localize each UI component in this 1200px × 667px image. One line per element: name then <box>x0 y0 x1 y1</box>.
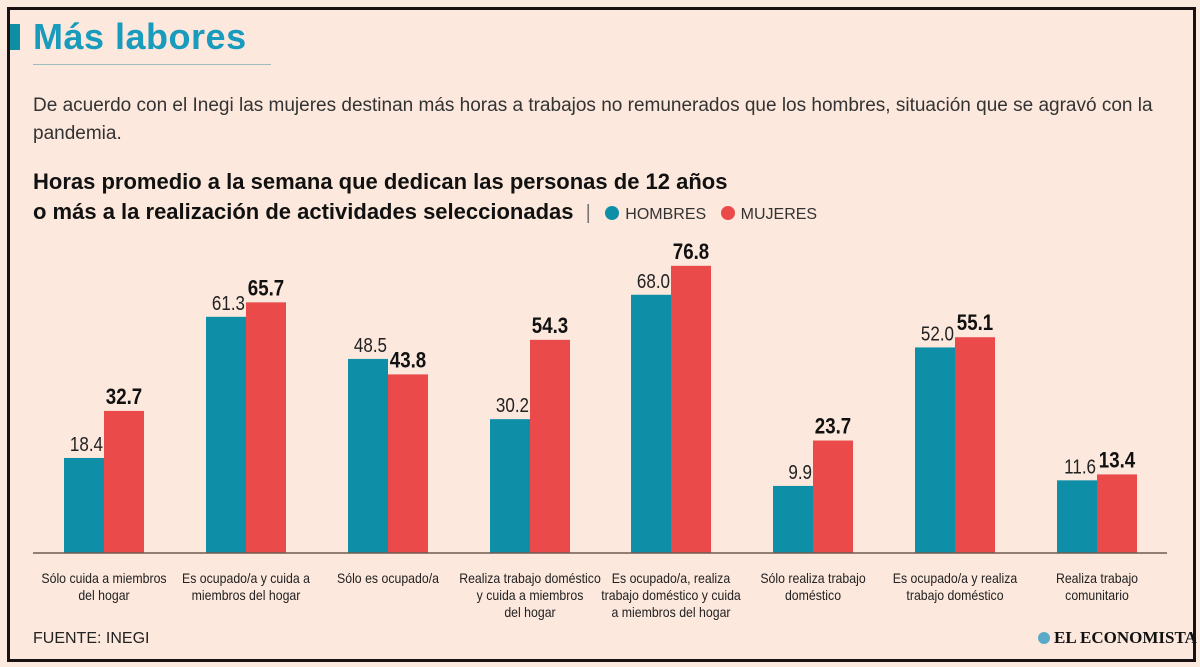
chart-title-line2: o más a la realización de actividades se… <box>33 197 827 230</box>
category-label: Es ocupado/a y cuida a <box>182 570 311 586</box>
category-label: miembros del hogar <box>192 587 301 603</box>
data-label-mujeres: 76.8 <box>673 241 709 265</box>
bar-mujeres <box>813 440 853 553</box>
bar-mujeres <box>104 410 144 553</box>
bar-mujeres <box>246 302 286 553</box>
category-label: doméstico <box>785 587 841 603</box>
bar-mujeres <box>955 337 995 553</box>
legend-item-mujeres: MUJERES <box>720 206 818 223</box>
bar-hombres <box>206 316 246 553</box>
category-label: del hogar <box>504 604 556 620</box>
brand-logo: EL ECONOMISTA <box>1038 628 1197 648</box>
title-accent-bar <box>10 24 20 50</box>
category-label: Es ocupado/a y realiza <box>893 570 1018 586</box>
bar-hombres <box>773 485 813 553</box>
data-label-hombres: 11.6 <box>1064 455 1096 478</box>
source-note: FUENTE: INEGI <box>33 630 150 647</box>
data-label-mujeres: 54.3 <box>532 315 568 339</box>
bar-hombres <box>1057 480 1097 553</box>
legend-label-hombres: HOMBRES <box>625 206 707 223</box>
bar-hombres <box>915 347 955 553</box>
data-label-mujeres: 13.4 <box>1099 449 1136 473</box>
chart-title: Horas promedio a la semana que dedican l… <box>33 167 827 230</box>
category-label: trabajo doméstico y cuida <box>601 587 741 603</box>
data-label-hombres: 52.0 <box>921 322 954 345</box>
data-label-mujeres: 65.7 <box>248 277 284 301</box>
data-label-mujeres: 32.7 <box>106 386 142 410</box>
data-label-mujeres: 23.7 <box>815 415 851 439</box>
bar-hombres <box>64 457 104 553</box>
page-title: Más labores <box>33 16 247 57</box>
subtitle: De acuerdo con el Inegi las mujeres dest… <box>33 95 1153 144</box>
category-label: del hogar <box>78 587 130 603</box>
data-label-hombres: 61.3 <box>212 292 245 315</box>
chart-title-line2-text: o más a la realización de actividades se… <box>33 199 574 224</box>
data-label-hombres: 48.5 <box>354 334 387 357</box>
bar-mujeres <box>1097 474 1137 553</box>
category-label: Es ocupado/a, realiza <box>612 570 731 586</box>
bar-mujeres <box>530 339 570 553</box>
category-label: y cuida a miembros <box>477 587 584 603</box>
category-label: Sólo realiza trabajo <box>760 570 865 586</box>
category-label: Realiza trabajo <box>1056 570 1138 586</box>
category-label: Sólo es ocupado/a <box>337 570 440 586</box>
category-label: Sólo cuida a miembros <box>41 570 167 586</box>
bar-mujeres <box>388 374 428 553</box>
chart-title-line1: Horas promedio a la semana que dedican l… <box>33 169 728 194</box>
bar-hombres <box>348 358 388 553</box>
title-underline <box>33 64 271 65</box>
brand-name: EL ECONOMISTA <box>1054 628 1197 647</box>
bar-hombres <box>631 294 671 553</box>
data-label-mujeres: 43.8 <box>390 349 426 373</box>
legend-dot-mujeres-icon <box>720 206 735 220</box>
bar-hombres <box>490 419 530 553</box>
legend-separator: | <box>585 202 591 224</box>
legend-dot-hombres-icon <box>605 206 620 220</box>
category-label: Realiza trabajo doméstico <box>459 570 601 586</box>
globe-icon <box>1038 632 1050 644</box>
category-label: trabajo doméstico <box>906 587 1003 603</box>
category-label: comunitario <box>1065 587 1129 603</box>
bar-mujeres <box>671 265 711 553</box>
data-label-hombres: 30.2 <box>496 394 529 417</box>
legend-item-hombres: HOMBRES <box>605 206 706 223</box>
legend: | HOMBRES MUJERES <box>586 198 827 230</box>
data-label-hombres: 68.0 <box>637 269 670 292</box>
category-label: a miembros del hogar <box>611 604 731 620</box>
data-label-mujeres: 55.1 <box>957 312 993 336</box>
data-label-hombres: 9.9 <box>788 461 812 484</box>
data-label-hombres: 18.4 <box>70 433 103 456</box>
legend-label-mujeres: MUJERES <box>740 206 818 223</box>
